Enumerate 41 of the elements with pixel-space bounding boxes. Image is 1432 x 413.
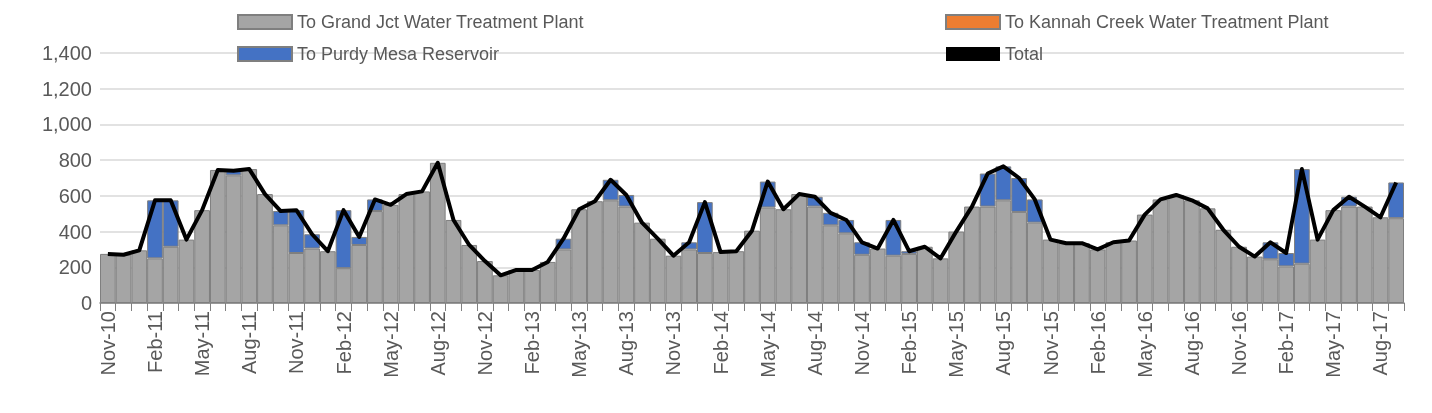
line-series [105, 160, 1399, 278]
x-tick-label: Feb-15 [898, 311, 921, 375]
y-tick-label: 200 [58, 256, 92, 279]
x-tick-label: May-12 [379, 311, 402, 378]
y-tick-label: 1,200 [41, 77, 92, 100]
x-tick-label: May-15 [945, 311, 968, 378]
legend-label: To Kannah Creek Water Treatment Plant [1005, 12, 1329, 32]
x-tick-label: May-13 [568, 311, 591, 378]
x-tick-label: May-17 [1322, 311, 1345, 378]
x-tick-label: Nov-11 [285, 311, 308, 374]
x-tick-label: Nov-12 [473, 311, 496, 376]
x-tick-label: Nov-16 [1228, 311, 1251, 376]
x-tick-label: Aug-14 [803, 311, 826, 376]
x-tick-label: Nov-10 [96, 311, 119, 376]
x-tick-label: Aug-12 [426, 311, 449, 376]
x-tick-label: Nov-14 [850, 311, 873, 376]
x-tick-label: Aug-16 [1180, 311, 1203, 376]
y-tick-label: 800 [58, 149, 92, 172]
x-tick-label: May-11 [191, 311, 214, 377]
x-tick-label: Aug-11 [238, 311, 261, 375]
y-tick-label: 1,000 [41, 113, 92, 136]
legend-label: Total [1005, 44, 1044, 64]
x-tick-label: Feb-13 [521, 311, 544, 375]
y-tick-label: 400 [58, 220, 92, 243]
x-tick-label: Feb-11 [143, 311, 166, 373]
y-tick-label: 600 [58, 184, 92, 207]
legend-label: To Grand Jct Water Treatment Plant [297, 12, 584, 32]
x-tick-label: Aug-13 [615, 311, 638, 376]
x-tick-label: May-14 [756, 311, 779, 378]
x-tick-label: Aug-17 [1369, 311, 1392, 376]
x-tick-label: Feb-14 [709, 311, 732, 375]
x-tick-label: Nov-13 [662, 311, 685, 376]
x-tick-label: Nov-15 [1039, 311, 1062, 376]
x-tick-label: Aug-15 [992, 311, 1015, 376]
x-tick-label: Feb-12 [332, 311, 355, 375]
x-tick-label: Feb-16 [1086, 311, 1109, 375]
y-tick-label: 0 [80, 292, 92, 314]
legend-label: To Purdy Mesa Reservoir [297, 44, 500, 64]
y-tick-label: 1,400 [41, 42, 92, 64]
x-tick-label: Feb-17 [1275, 311, 1298, 375]
x-tick-label: May-16 [1133, 311, 1156, 378]
